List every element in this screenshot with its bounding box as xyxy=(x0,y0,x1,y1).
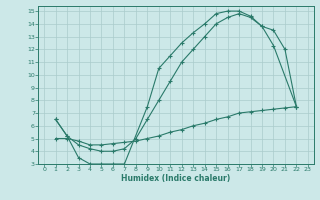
X-axis label: Humidex (Indice chaleur): Humidex (Indice chaleur) xyxy=(121,174,231,183)
